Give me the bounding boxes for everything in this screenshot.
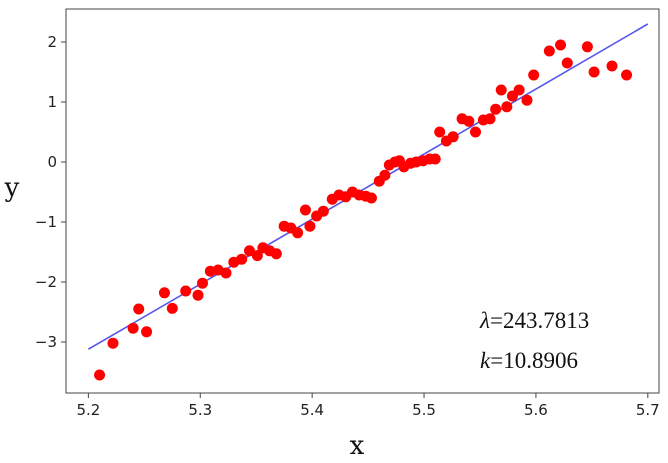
y-tick-label: 2: [47, 33, 57, 51]
data-point: [513, 84, 525, 96]
annotation-k: k=10.8906: [480, 348, 578, 373]
x-axis-label: x: [350, 431, 365, 461]
data-point: [490, 103, 502, 115]
data-point: [192, 289, 204, 301]
y-axis-label: y: [4, 173, 20, 203]
data-point: [299, 204, 311, 216]
data-point: [220, 267, 232, 279]
data-point: [304, 220, 316, 232]
data-point: [528, 69, 540, 81]
data-point: [470, 126, 482, 138]
data-point: [588, 66, 600, 78]
data-point: [141, 326, 153, 338]
data-point: [543, 45, 555, 57]
data-point: [197, 277, 209, 289]
y-tick-label: −2: [35, 273, 57, 291]
data-point: [292, 227, 304, 239]
data-point: [463, 115, 475, 127]
y-tick-label: −1: [35, 213, 57, 231]
data-point: [501, 101, 513, 113]
plot-frame: [65, 8, 660, 394]
data-point: [127, 322, 139, 334]
data-point: [158, 287, 170, 299]
y-tick-label: −3: [35, 333, 57, 351]
data-point: [270, 248, 282, 260]
data-point: [434, 126, 446, 138]
data-point: [484, 113, 496, 125]
data-point: [447, 131, 459, 143]
x-tick-label: 5.4: [300, 401, 324, 419]
fit-line: [87, 23, 649, 350]
data-point: [521, 94, 533, 106]
data-point: [317, 205, 329, 217]
data-point: [94, 369, 106, 381]
x-tick-label: 5.5: [412, 401, 436, 419]
data-point: [581, 41, 593, 53]
data-point: [107, 337, 119, 349]
x-tick-label: 5.6: [524, 401, 548, 419]
data-point: [251, 250, 263, 262]
data-point: [621, 69, 633, 81]
data-point: [166, 302, 178, 314]
annotation-lambda: λ=243.7813: [479, 308, 589, 333]
fit-line-layer: [87, 23, 649, 350]
y-tick-label: 0: [47, 153, 57, 171]
x-tick-label: 5.3: [188, 401, 212, 419]
x-tick-label: 5.2: [76, 401, 100, 419]
data-point: [379, 169, 391, 181]
data-point: [555, 39, 567, 51]
x-axis-ticks: 5.2 5.3 5.4 5.5 5.6 5.7: [76, 393, 660, 419]
data-points-layer: [94, 39, 633, 381]
data-point: [429, 153, 441, 165]
data-point: [495, 84, 507, 96]
y-axis-ticks: 2 1 0 −1 −2 −3: [35, 33, 66, 351]
data-point: [561, 57, 573, 69]
data-point: [236, 253, 248, 265]
data-point: [180, 285, 192, 297]
data-point: [606, 60, 618, 72]
x-tick-label: 5.7: [636, 401, 660, 419]
data-point: [365, 192, 377, 204]
y-tick-label: 1: [47, 93, 57, 111]
data-point: [133, 303, 145, 315]
